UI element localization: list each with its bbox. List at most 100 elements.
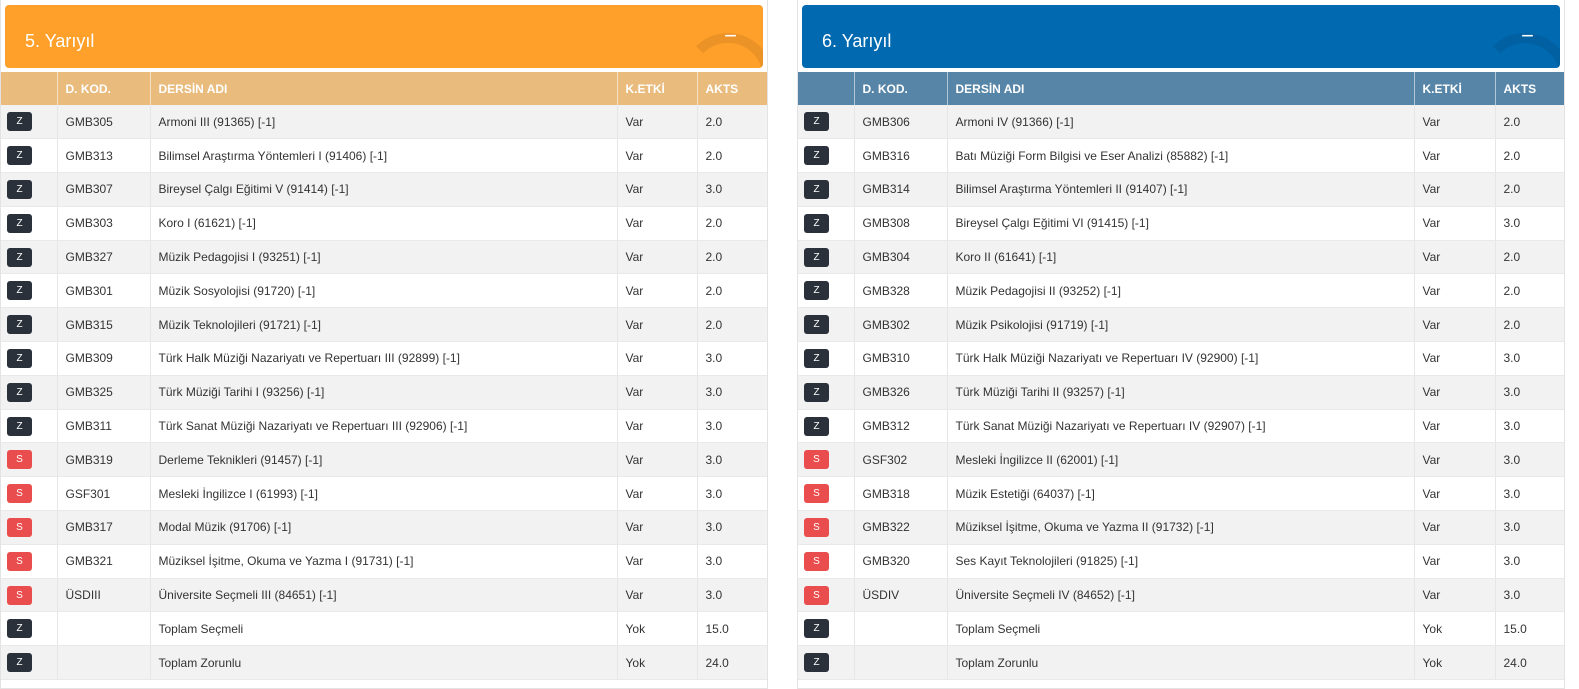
course-type-badge[interactable]: Z	[804, 382, 829, 402]
course-code: GMB327	[57, 240, 151, 275]
course-etki: Var	[617, 544, 698, 579]
course-code: GMB307	[57, 172, 151, 207]
course-name: Türk Halk Müziği Nazariyatı ve Repertuar…	[150, 341, 618, 376]
course-type-cell: S	[1, 476, 58, 512]
course-type-badge[interactable]: Z	[804, 146, 829, 166]
course-type-badge[interactable]: Z	[7, 653, 32, 673]
course-type-badge[interactable]: S	[804, 585, 829, 605]
course-etki: Var	[617, 240, 698, 275]
course-code: GMB309	[57, 341, 151, 376]
course-type-badge[interactable]: Z	[7, 112, 32, 132]
semester-5-title: 5. Yarıyıl	[25, 31, 95, 51]
course-akts: 15.0	[697, 611, 767, 647]
course-akts: 2.0	[697, 307, 767, 343]
course-type-badge[interactable]: Z	[7, 382, 32, 402]
course-type-badge[interactable]: Z	[804, 653, 829, 673]
course-code	[854, 645, 948, 681]
table-row: Z GMB313 Bilimsel Araştırma Yöntemleri I (…	[1, 138, 767, 174]
course-type-badge[interactable]: S	[804, 484, 829, 504]
course-akts: 2.0	[697, 273, 767, 309]
course-type-cell: Z	[1, 409, 58, 444]
table-row: S GMB321 Müziksel İşitme, Okuma ve Yazma I…	[1, 544, 767, 579]
course-akts: 2.0	[697, 240, 767, 275]
course-type-cell: Z	[798, 409, 855, 444]
semester-6-table: D. KOD. DERSİN ADI K.ETKİ AKTS Z GMB306 Ar…	[798, 72, 1564, 681]
course-name: Derleme Teknikleri (91457) [-1]	[150, 442, 618, 478]
course-type-cell: Z	[1, 206, 58, 241]
table-row: Z GMB302 Müzik Psikolojisi (91719) [-1] Var…	[798, 307, 1564, 343]
course-type-badge[interactable]: Z	[7, 213, 32, 233]
course-etki: Var	[617, 578, 698, 613]
course-etki: Var	[1414, 341, 1496, 376]
course-name: Üniversite Seçmeli IV (84652) [-1]	[947, 578, 1415, 613]
course-type-badge[interactable]: S	[7, 551, 32, 571]
course-type-badge[interactable]: Z	[7, 179, 32, 199]
semester-5-panel: 5. Yarıyıl − D. KOD. DERSİN ADI K.ETKİ A…	[0, 0, 768, 689]
table-row: Z GMB303 Koro I (61621) [-1] Var 2.0	[1, 206, 767, 241]
course-name: Batı Müziği Form Bilgisi ve Eser Analizi…	[947, 138, 1415, 174]
course-type-cell: Z	[1, 138, 58, 174]
course-type-badge[interactable]: Z	[804, 247, 829, 267]
table-row: Z GMB311 Türk Sanat Müziği Nazariyatı ve R…	[1, 409, 767, 444]
minus-icon[interactable]: −	[1521, 23, 1534, 48]
course-code	[57, 645, 151, 681]
course-code: GMB314	[854, 172, 948, 207]
course-type-badge[interactable]: S	[804, 551, 829, 571]
course-code	[57, 611, 151, 647]
course-code: GMB311	[57, 409, 151, 444]
course-type-cell: S	[798, 578, 855, 613]
table-row: Z Toplam Zorunlu Yok 24.0	[798, 645, 1564, 681]
course-type-badge[interactable]: Z	[804, 112, 829, 132]
course-type-cell: S	[798, 442, 855, 478]
course-type-cell: Z	[1, 307, 58, 343]
course-etki: Yok	[1414, 611, 1496, 647]
course-type-badge[interactable]: S	[7, 517, 32, 537]
column-header-type	[798, 72, 855, 105]
course-type-badge[interactable]: Z	[804, 281, 829, 301]
course-type-badge[interactable]: Z	[804, 315, 829, 335]
course-type-badge[interactable]: Z	[804, 179, 829, 199]
course-type-badge[interactable]: Z	[7, 146, 32, 166]
course-type-badge[interactable]: Z	[7, 247, 32, 267]
course-type-cell: Z	[798, 307, 855, 343]
course-type-badge[interactable]: Z	[804, 619, 829, 639]
course-type-badge[interactable]: Z	[7, 315, 32, 335]
header-decoration-icon	[1480, 33, 1560, 68]
course-type-badge[interactable]: Z	[804, 213, 829, 233]
course-akts: 3.0	[1495, 476, 1564, 512]
minus-icon[interactable]: −	[724, 23, 737, 48]
course-type-badge[interactable]: S	[7, 450, 32, 470]
course-code: ÜSDIV	[854, 578, 948, 613]
course-etki: Var	[617, 442, 698, 478]
course-type-badge[interactable]: Z	[7, 281, 32, 301]
table-row: Z GMB327 Müzik Pedagojisi I (93251) [-1] Va…	[1, 240, 767, 275]
course-type-badge[interactable]: Z	[7, 619, 32, 639]
course-akts: 3.0	[1495, 409, 1564, 444]
course-type-badge[interactable]: Z	[7, 416, 32, 436]
course-name: Müzik Pedagojisi II (93252) [-1]	[947, 273, 1415, 309]
course-type-badge[interactable]: S	[804, 450, 829, 470]
course-type-badge[interactable]: Z	[7, 348, 32, 368]
course-name: Toplam Seçmeli	[947, 611, 1415, 647]
semester-5-header: 5. Yarıyıl −	[5, 5, 763, 68]
course-type-cell: Z	[1, 273, 58, 309]
course-type-badge[interactable]: S	[804, 517, 829, 537]
course-type-badge[interactable]: S	[7, 484, 32, 504]
course-etki: Var	[617, 476, 698, 512]
course-name: Bireysel Çalgı Eğitimi VI (91415) [-1]	[947, 206, 1415, 241]
table-row: Z GMB314 Bilimsel Araştırma Yöntemleri II …	[798, 172, 1564, 207]
course-type-cell: S	[798, 544, 855, 579]
table-header-row: D. KOD. DERSİN ADI K.ETKİ AKTS	[1, 72, 767, 105]
course-akts: 3.0	[1495, 510, 1564, 545]
course-code: GMB321	[57, 544, 151, 579]
course-type-cell: Z	[798, 341, 855, 376]
course-code: GMB320	[854, 544, 948, 579]
course-name: Müzik Psikolojisi (91719) [-1]	[947, 307, 1415, 343]
course-type-badge[interactable]: Z	[804, 348, 829, 368]
course-etki: Var	[1414, 172, 1496, 207]
table-row: Z GMB312 Türk Sanat Müziği Nazariyatı ve R…	[798, 409, 1564, 444]
course-type-badge[interactable]: S	[7, 585, 32, 605]
course-name: Müzik Sosyolojisi (91720) [-1]	[150, 273, 618, 309]
course-code: GMB317	[57, 510, 151, 545]
course-type-badge[interactable]: Z	[804, 416, 829, 436]
